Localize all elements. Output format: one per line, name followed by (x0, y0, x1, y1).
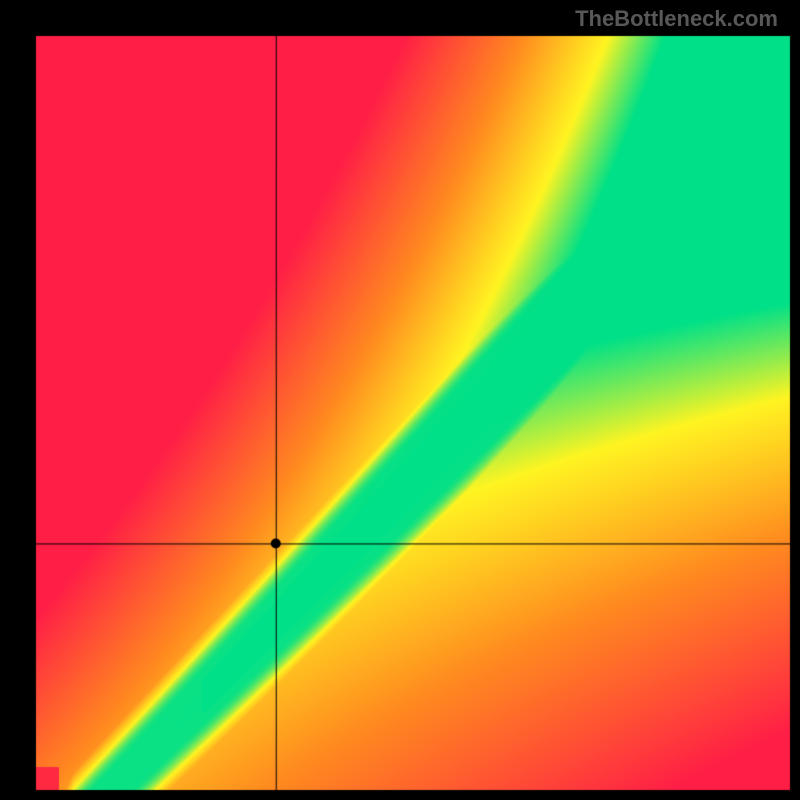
watermark-text: TheBottleneck.com (575, 6, 778, 32)
heatmap-canvas (0, 0, 800, 800)
chart-container: TheBottleneck.com (0, 0, 800, 800)
